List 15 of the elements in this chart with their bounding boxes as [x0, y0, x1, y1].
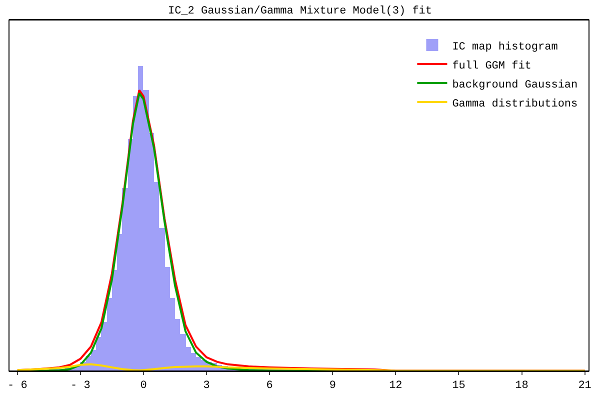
x-tick-label: - 3: [70, 380, 90, 392]
x-tick-label: 9: [329, 380, 336, 392]
x-tick-label: 21: [578, 380, 592, 392]
x-tick-label: 6: [266, 380, 273, 392]
x-tick-label: - 6: [8, 380, 28, 392]
legend-label: IC map histogram: [452, 41, 558, 54]
legend-label: background Gaussian: [452, 79, 578, 92]
x-tick-label: 18: [515, 380, 528, 392]
x-tick-label: 15: [452, 380, 466, 392]
x-tick-label: 12: [389, 380, 402, 392]
legend-label: Gamma distributions: [452, 98, 578, 110]
chart-title: IC_2 Gaussian/Gamma Mixture Model(3) fit: [168, 6, 432, 18]
x-tick-label: 0: [140, 380, 147, 392]
legend-label: full GGM fit: [452, 60, 532, 72]
x-tick-label: 3: [203, 380, 210, 392]
